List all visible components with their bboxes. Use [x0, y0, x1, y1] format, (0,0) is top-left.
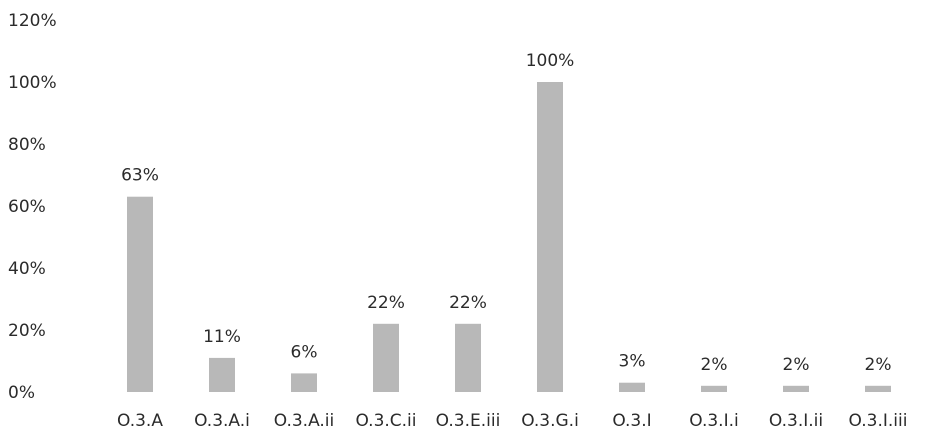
x-tick-label: O.3.A.i	[194, 411, 250, 431]
bar	[783, 385, 809, 392]
x-tick-label: O.3.I.i	[689, 411, 738, 431]
data-label: 2%	[783, 355, 810, 375]
bar	[291, 373, 317, 392]
bar	[127, 196, 153, 392]
x-axis: O.3.A O.3.A.i O.3.A.ii O.3.C.ii O.3.E.iii O.3…	[117, 411, 907, 431]
x-tick-label: O.3.I.iii	[849, 411, 908, 431]
x-tick-label: O.3.A	[117, 411, 163, 431]
x-tick-label: O.3.I.ii	[769, 411, 823, 431]
bar	[619, 382, 645, 392]
x-tick-label: O.3.A.ii	[274, 411, 335, 431]
y-tick-label: 20%	[8, 321, 46, 341]
bar	[455, 323, 481, 392]
data-label: 22%	[449, 293, 487, 313]
data-label: 6%	[291, 342, 318, 362]
y-tick-label: 100%	[8, 73, 57, 93]
data-label: 2%	[865, 355, 892, 375]
y-tick-label: 120%	[8, 11, 57, 31]
bar	[209, 357, 235, 392]
y-tick-label: 40%	[8, 259, 46, 279]
data-label: 100%	[526, 51, 575, 71]
data-labels-group: 63% 11% 6% 22% 22% 100% 3% 2% 2% 2%	[121, 51, 891, 375]
data-label: 22%	[367, 293, 405, 313]
bar	[701, 385, 727, 392]
y-tick-label: 80%	[8, 135, 46, 155]
data-label: 3%	[619, 352, 646, 372]
data-label: 2%	[701, 355, 728, 375]
data-label: 11%	[203, 327, 241, 347]
y-tick-label: 60%	[8, 197, 46, 217]
x-tick-label: O.3.C.ii	[355, 411, 416, 431]
bar	[537, 82, 563, 392]
bars-group	[127, 82, 891, 392]
y-axis: 0% 20% 40% 60% 80% 100% 120%	[8, 11, 57, 403]
y-tick-label: 0%	[8, 383, 35, 403]
data-label: 63%	[121, 166, 159, 186]
bar	[865, 385, 891, 392]
x-tick-label: O.3.I	[612, 411, 651, 431]
bar	[373, 323, 399, 392]
x-tick-label: O.3.G.i	[521, 411, 579, 431]
x-tick-label: O.3.E.iii	[436, 411, 501, 431]
